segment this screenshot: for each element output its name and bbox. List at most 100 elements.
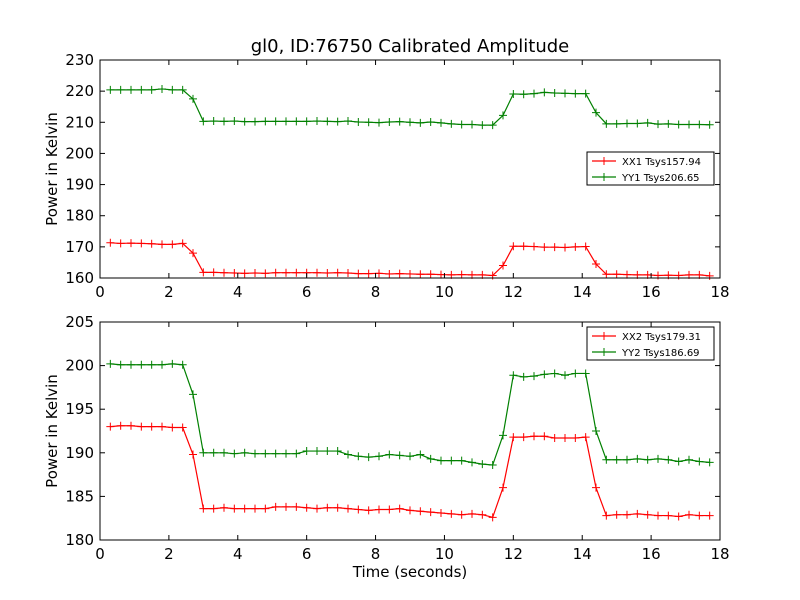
data-point [664, 119, 673, 128]
data-point [416, 507, 425, 516]
data-point [561, 243, 569, 252]
data-point [633, 454, 642, 463]
data-point [509, 433, 518, 442]
data-point [643, 118, 652, 127]
data-point [488, 461, 497, 470]
data-point [561, 433, 569, 442]
data-point [468, 509, 476, 518]
data-point [550, 369, 559, 378]
data-point [178, 85, 187, 94]
data-point [519, 90, 528, 99]
data-point [571, 433, 580, 442]
data-point [127, 239, 135, 248]
data-point [602, 270, 611, 279]
y-tick-label: 220 [65, 82, 94, 100]
data-point [633, 119, 642, 128]
series-line [110, 363, 710, 466]
data-point [199, 448, 208, 457]
legend: XX1 Tsys157.94 YY1 Tsys206.65 [586, 151, 715, 186]
data-point [168, 240, 177, 249]
x-tick-label: 8 [371, 283, 381, 301]
data-point [395, 269, 404, 278]
data-point [240, 504, 249, 513]
data-point [147, 422, 156, 431]
data-point [499, 111, 507, 120]
data-point [406, 118, 414, 127]
data-point [571, 369, 580, 378]
legend-box [586, 326, 715, 361]
data-point [168, 359, 177, 368]
data-point [106, 238, 115, 247]
x-tick-label: 14 [573, 283, 592, 301]
data-point [344, 450, 352, 459]
data-point [674, 457, 683, 466]
data-point [705, 458, 714, 467]
data-point [395, 117, 404, 126]
data-point [271, 117, 280, 126]
y-tick-label: 190 [65, 176, 94, 194]
x-tick-label: 8 [371, 545, 381, 563]
y-tick-label: 180 [65, 531, 94, 549]
data-point [158, 360, 166, 369]
data-point [251, 504, 259, 513]
data-point [581, 89, 590, 98]
data-point [333, 117, 342, 126]
data-point [240, 448, 249, 457]
data-point [375, 505, 383, 514]
series-1 [106, 238, 714, 280]
x-tick-label: 4 [233, 545, 243, 563]
x-tick-label: 0 [95, 545, 105, 563]
data-point [220, 117, 228, 126]
x-tick-label: 12 [504, 545, 523, 563]
data-point [189, 249, 197, 258]
axes-frame [99, 321, 721, 541]
data-point [540, 370, 549, 379]
data-point [271, 268, 280, 277]
data-point [571, 89, 580, 98]
y-tick-label: 230 [65, 51, 94, 69]
data-point [550, 243, 559, 252]
data-point [251, 449, 259, 458]
data-point [592, 108, 600, 117]
data-point [705, 271, 714, 280]
data-point [457, 456, 466, 465]
data-point [251, 269, 259, 278]
data-point [137, 85, 146, 94]
legend-box [586, 151, 715, 186]
data-point [416, 118, 425, 127]
data-point [519, 242, 528, 251]
data-point [654, 511, 662, 520]
data-point [199, 117, 208, 126]
data-point [282, 502, 290, 511]
y-tick-label: 200 [65, 357, 94, 375]
data-point [478, 510, 487, 519]
data-point [168, 85, 177, 94]
x-tick-label: 10 [435, 283, 454, 301]
data-point [230, 504, 239, 513]
data-point [612, 455, 621, 464]
data-point [406, 269, 414, 278]
data-point [313, 268, 321, 277]
data-point [509, 371, 518, 380]
data-point [271, 502, 280, 511]
data-point [664, 455, 673, 464]
data-point [137, 239, 146, 248]
data-point [623, 455, 631, 464]
x-tick-label: 6 [302, 545, 312, 563]
data-point [623, 270, 631, 279]
data-point [240, 117, 249, 126]
data-point [488, 121, 497, 130]
data-point [147, 239, 156, 248]
data-point [292, 449, 301, 458]
x-tick-label: 2 [164, 545, 174, 563]
data-point [364, 269, 373, 278]
data-point [127, 85, 135, 94]
data-point [550, 89, 559, 98]
data-point [209, 448, 218, 457]
data-point [230, 117, 239, 126]
data-point [499, 483, 507, 492]
data-point [581, 369, 590, 378]
data-point [447, 509, 456, 518]
data-point [447, 119, 456, 128]
data-point [695, 457, 704, 466]
